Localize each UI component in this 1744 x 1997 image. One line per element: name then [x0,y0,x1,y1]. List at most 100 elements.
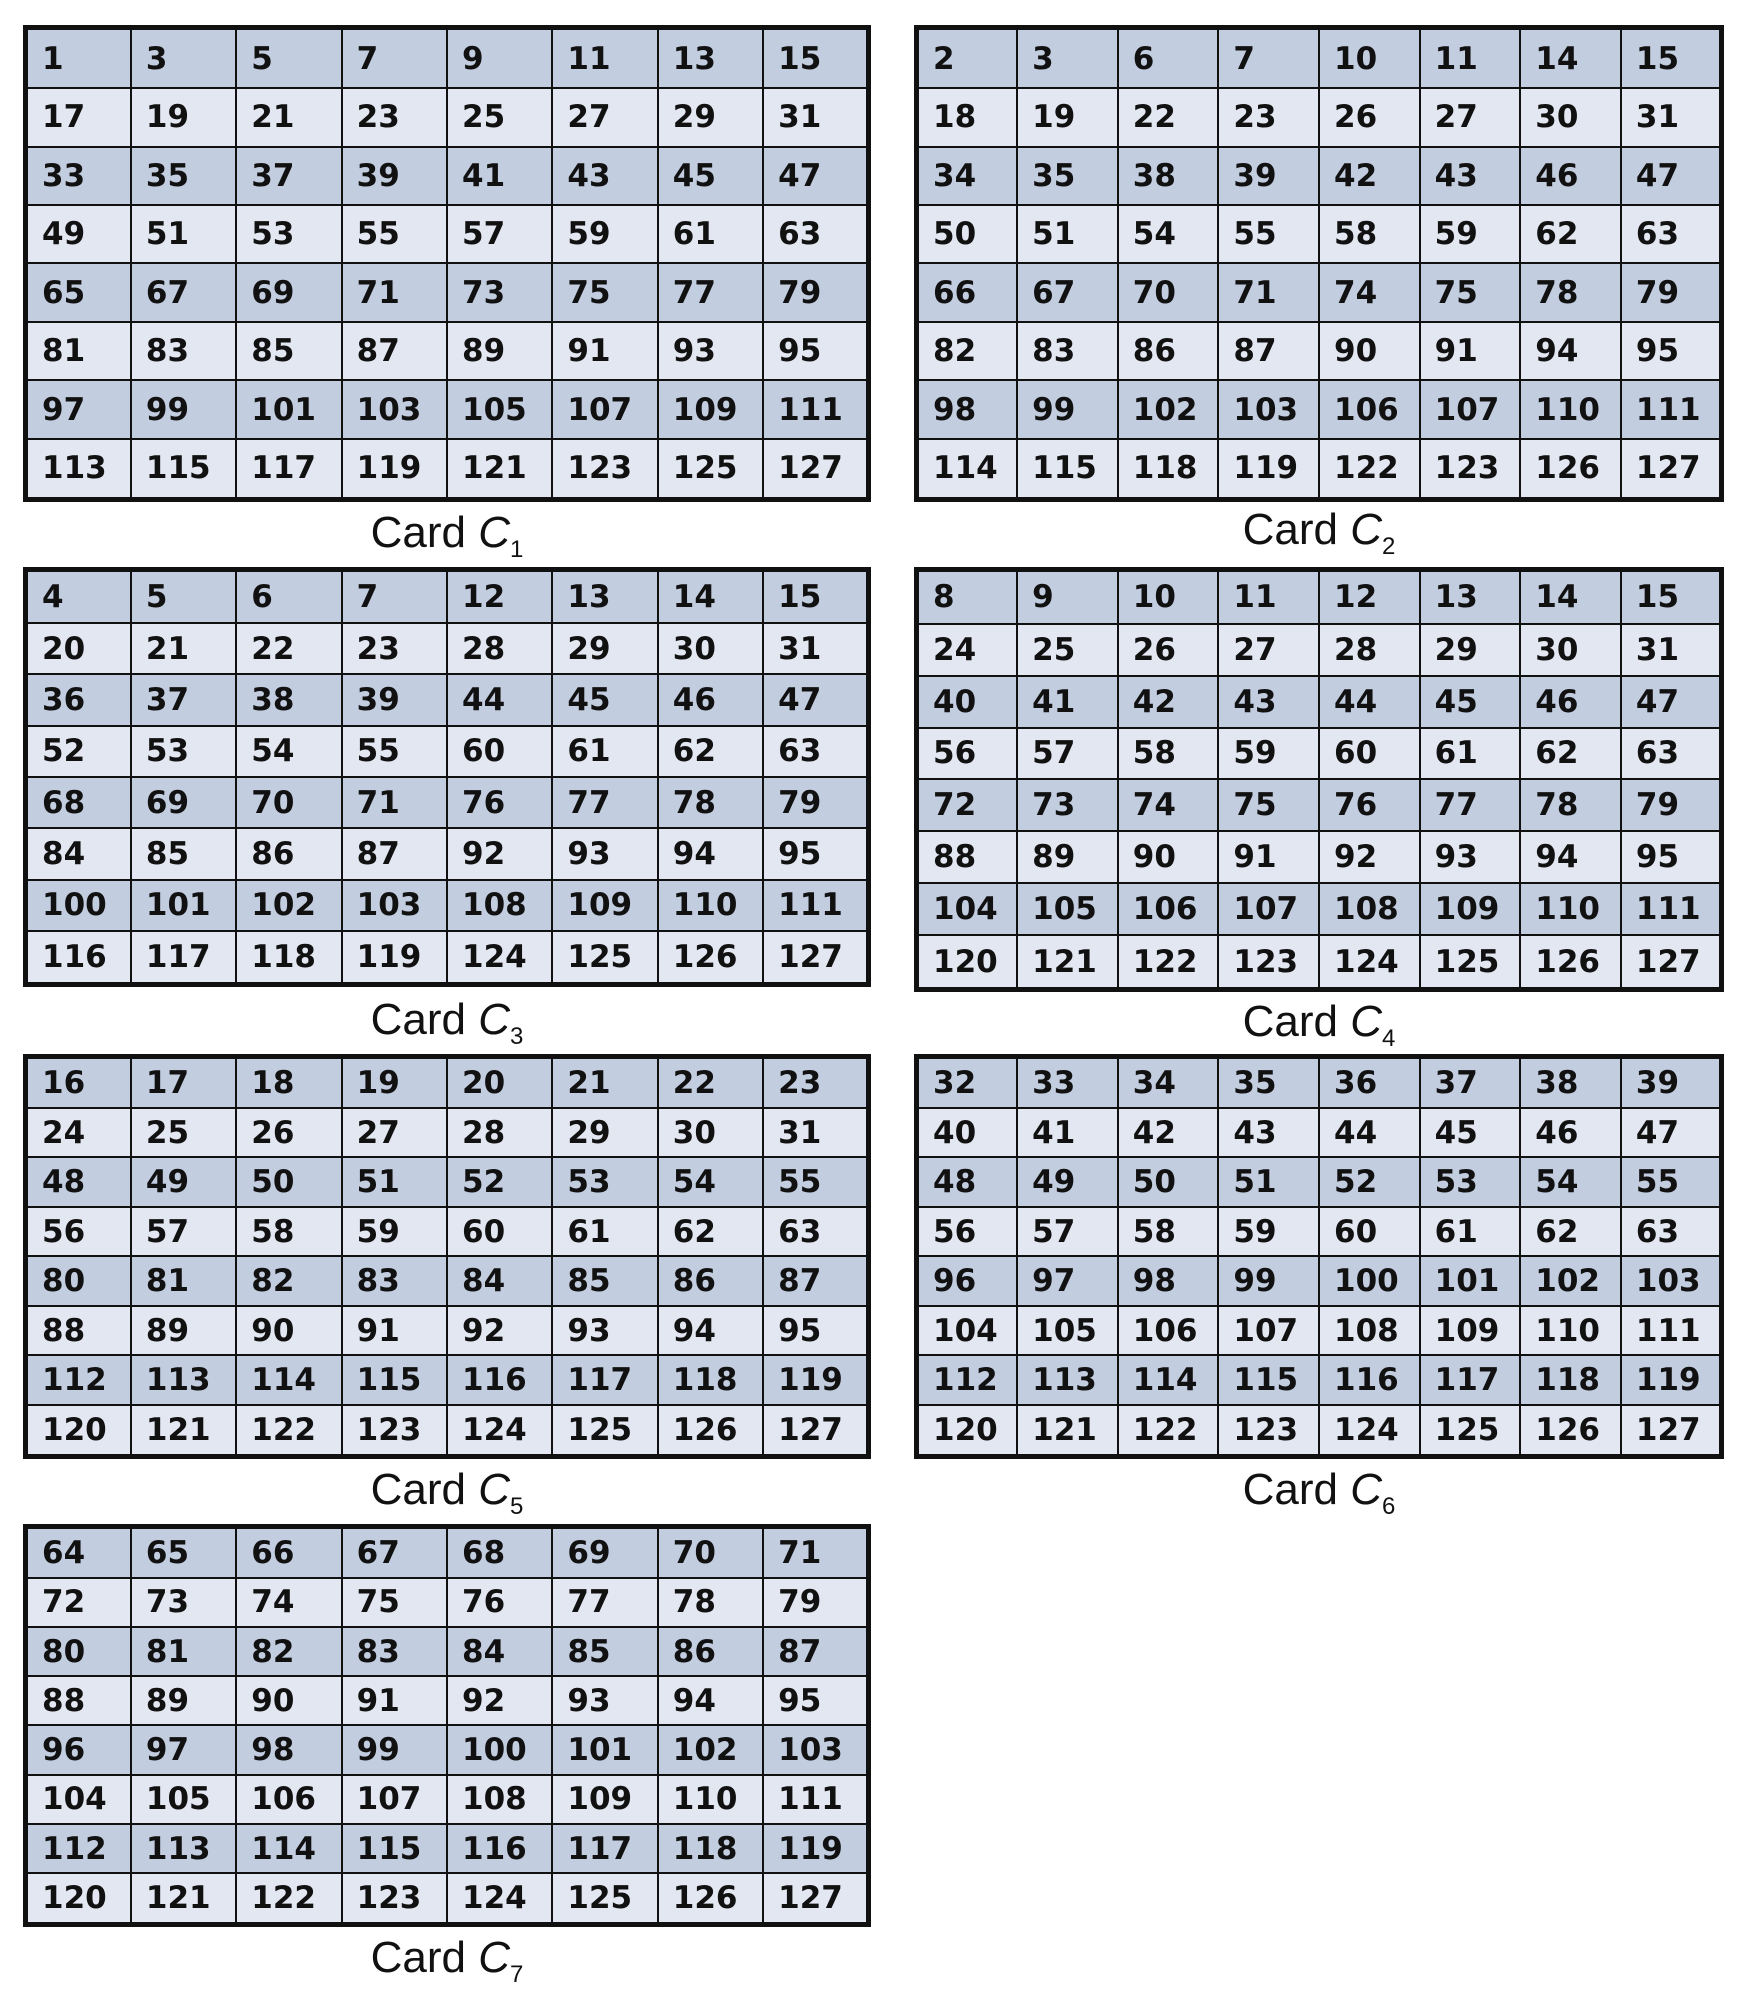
card-cell: 30 [1519,87,1622,148]
card-cell: 83 [129,320,238,382]
card-cell: 105 [129,1773,238,1825]
card-cell: 103 [1217,379,1320,440]
card-cell: 26 [235,1106,343,1159]
card-cell: 76 [445,1576,554,1628]
card-cell: 24 [24,1106,132,1159]
card-cell: 86 [1116,320,1220,382]
card-row: 24 25 26 27 28 29 30 31 [915,622,1723,677]
card-cell: 87 [340,827,449,881]
card-cell: 116 [445,1822,554,1875]
card-cell: 88 [24,1675,132,1727]
card-row: 2 3 6 7 10 11 14 15 [915,26,1723,90]
card-cell: 99 [1217,1255,1320,1307]
card-cell: 126 [656,1872,765,1926]
card-cell: 30 [1519,622,1622,677]
card-cell: 56 [915,1205,1019,1258]
card-cell: 23 [340,621,449,676]
card-cell: 91 [1418,320,1522,382]
card-cell: 55 [1619,1156,1723,1208]
card-cell: 74 [235,1576,343,1628]
card-cell: 44 [1318,1106,1421,1159]
card-cell: 68 [24,775,132,830]
card-cell: 34 [915,145,1019,207]
card-cell: 77 [656,262,765,323]
card-cell: 92 [445,827,554,881]
card-cell: 27 [340,1106,449,1159]
card-cell: 13 [1418,568,1522,625]
card-row: 34 35 38 39 42 43 46 47 [915,145,1723,207]
card-cell: 91 [340,1304,449,1357]
card-cell: 86 [656,1625,765,1678]
card-cell: 31 [1619,622,1723,677]
card-row: 1 3 5 7 9 11 13 15 [24,26,870,90]
card-cell: 12 [1318,568,1421,625]
card-cell: 127 [762,1403,870,1458]
card-cell: 75 [1418,262,1522,323]
card-cell: 13 [551,568,659,624]
card-cell: 123 [1217,1403,1320,1458]
card-cell: 14 [1519,26,1622,90]
card-cell: 95 [1619,830,1723,885]
card-cell: 2 [915,26,1019,90]
card-row: 120 121 122 123 124 125 126 127 [24,1872,870,1926]
card-6: 32 33 34 35 36 37 38 39 40 41 42 43 44 45 46 47 48 49 50 51… [914,1054,1724,1525]
card-cell: 106 [1116,882,1220,937]
card-cell: 74 [1116,778,1220,833]
card-cell: 78 [656,1576,765,1628]
card-cell: 39 [340,673,449,727]
card-cell: 109 [1418,882,1522,937]
card-row: 68 69 70 71 76 77 78 79 [24,775,870,830]
card-table: 16 17 18 19 20 21 22 23 24 25 26 27 28 29 30 31 48 49 50 51… [23,1054,871,1459]
card-cell: 7 [340,568,449,624]
card-cell: 57 [1016,726,1119,781]
card-cell: 19 [340,1055,449,1109]
card-row: 88 89 90 91 92 93 94 95 [24,1304,870,1357]
card-cell: 40 [915,674,1019,729]
card-caption: Card C7 [23,1933,871,1989]
card-cell: 76 [445,775,554,830]
card-cell: 112 [24,1354,132,1406]
card-cell: 97 [129,1724,238,1776]
card-cell: 53 [1418,1156,1522,1208]
card-cell: 111 [1619,1304,1723,1357]
card-cell: 58 [1116,1205,1220,1258]
card-cell: 4 [24,568,132,624]
card-cell: 30 [656,621,765,676]
card-row: 80 81 82 83 84 85 86 87 [24,1255,870,1307]
card-cell: 83 [340,1625,449,1678]
card-cell: 124 [445,1403,554,1458]
card-cell: 116 [1318,1354,1421,1406]
card-cell: 100 [1318,1255,1421,1307]
card-cell: 111 [762,379,870,440]
card-cell: 22 [235,621,343,676]
card-cell: 94 [1519,830,1622,885]
card-cell: 17 [129,1055,238,1109]
card-cell: 95 [762,827,870,881]
card-cell: 120 [915,934,1019,991]
card-cell: 36 [1318,1055,1421,1109]
card-cell: 77 [551,775,659,830]
card-cell: 37 [1418,1055,1522,1109]
card-cell: 121 [445,437,554,501]
card-cell: 47 [762,673,870,727]
card-cell: 90 [1318,320,1421,382]
card-cell: 85 [551,1625,659,1678]
card-cell: 39 [340,145,449,207]
card-cell: 50 [915,204,1019,265]
card-cell: 100 [24,878,132,933]
card-row: 18 19 22 23 26 27 30 31 [915,87,1723,148]
card-cell: 118 [656,1354,765,1406]
card-cell: 93 [551,827,659,881]
card-cell: 51 [129,204,238,265]
card-caption-index: 3 [510,1022,524,1050]
card-cell: 25 [129,1106,238,1159]
card-cell: 69 [235,262,343,323]
card-row: 113 115 117 119 121 123 125 127 [24,437,870,501]
card-row: 82 83 86 87 90 91 94 95 [915,320,1723,382]
card-cell: 94 [656,1675,765,1727]
card-cell: 23 [340,87,449,148]
card-cell: 51 [340,1156,449,1208]
card-cell: 58 [235,1205,343,1258]
card-cell: 110 [656,1773,765,1825]
card-cell: 79 [762,775,870,830]
